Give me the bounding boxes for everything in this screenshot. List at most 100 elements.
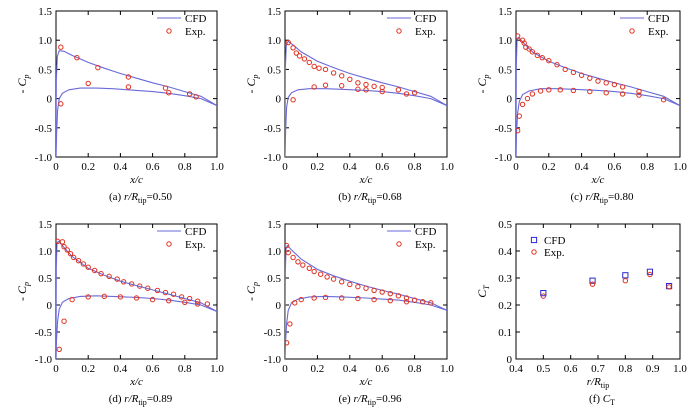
x-tick-label: 0.6 xyxy=(146,161,160,173)
y-tick-label: -0.5 xyxy=(264,327,282,339)
x-tick-label: 0 xyxy=(282,161,288,173)
exp-data-point xyxy=(603,90,609,96)
exp-data-point xyxy=(149,296,156,303)
x-tick-label: 0.6 xyxy=(564,363,578,375)
x-axis-label: x/c xyxy=(129,376,143,388)
y-tick-label: 0 xyxy=(507,94,513,106)
exp-data-point xyxy=(85,80,91,87)
y-tick-label: 1.0 xyxy=(38,35,52,47)
exp-data-point xyxy=(619,84,626,90)
plot-area xyxy=(516,33,680,157)
exp-data-point xyxy=(306,265,312,271)
legend-label-cfd: CFD xyxy=(544,235,565,247)
exp-data-point xyxy=(95,64,101,71)
y-axis-label-main: - C xyxy=(15,78,29,94)
y-tick-label: 1.5 xyxy=(498,6,512,18)
legend-label-exp: Exp. xyxy=(544,247,565,259)
x-axis-label-main: x/c xyxy=(129,174,143,186)
exp-data-point xyxy=(293,50,300,56)
exp-data-point xyxy=(290,97,296,103)
exp-data-point xyxy=(204,301,211,307)
exp-data-point xyxy=(666,284,672,290)
y-axis-label-main: - C xyxy=(244,78,258,94)
x-axis-label: x/c xyxy=(591,174,605,186)
exp-data-point xyxy=(339,295,345,301)
y-tick-label: 0.1 xyxy=(498,327,512,339)
x-tick-label: 0 xyxy=(53,363,59,375)
y-tick-label: 0 xyxy=(507,354,513,366)
exp-data-point xyxy=(162,289,169,296)
x-tick-label: 1.0 xyxy=(440,161,454,173)
exp-data-point xyxy=(285,249,291,256)
caption-prefix: (a) xyxy=(109,191,124,203)
x-tick-label: 0.8 xyxy=(408,161,422,173)
x-tick-label: 0.2 xyxy=(81,161,95,173)
caption-variable: r/R xyxy=(585,191,599,203)
x-tick-label: 0.9 xyxy=(646,363,660,375)
exp-data-point xyxy=(311,295,317,301)
x-tick-label: 1.0 xyxy=(673,161,687,173)
caption-subscript: T xyxy=(610,398,615,407)
exp-data-point xyxy=(91,267,98,274)
exp-data-point xyxy=(292,300,298,306)
y-axis-label-sub: p xyxy=(482,75,491,80)
exp-data-point xyxy=(298,296,304,303)
x-tick-label: 0.8 xyxy=(640,161,654,173)
exp-data-point xyxy=(529,91,536,97)
y-tick-label: -0.5 xyxy=(495,123,513,135)
exp-data-point xyxy=(56,346,62,352)
exp-data-point xyxy=(194,301,201,307)
legend-exp-marker xyxy=(166,28,172,34)
y-tick-label: 0 xyxy=(276,94,282,106)
legend-cfd-marker xyxy=(530,236,538,244)
exp-data-point xyxy=(587,88,593,95)
exp-data-point xyxy=(285,340,290,346)
x-axis-label: x/c xyxy=(129,174,143,186)
exp-data-point xyxy=(125,74,132,80)
legend-label-cfd: CFD xyxy=(648,13,669,25)
exp-data-point xyxy=(154,287,161,294)
exp-data-point xyxy=(554,62,560,68)
y-axis-label-sub: p xyxy=(251,75,260,80)
exp-data-point xyxy=(61,243,67,250)
exp-data-point xyxy=(133,295,140,301)
exp-data-point xyxy=(322,294,329,301)
exp-data-point xyxy=(403,295,410,301)
caption-variable: r/R xyxy=(124,393,138,405)
exp-data-point xyxy=(570,69,577,76)
exp-data-point xyxy=(622,278,629,284)
exp-data-point xyxy=(71,254,77,261)
y-tick-label: 0.5 xyxy=(498,64,512,76)
exp-data-point xyxy=(587,75,593,81)
x-tick-label: 1.0 xyxy=(673,363,687,375)
y-tick-label: 1.5 xyxy=(267,219,281,231)
exp-data-point xyxy=(295,259,301,265)
legend-label-exp: Exp. xyxy=(648,26,669,38)
plot-area xyxy=(56,238,217,359)
exp-data-point xyxy=(114,276,120,282)
y-axis-label-main: - C xyxy=(15,285,29,301)
exp-data-point xyxy=(145,285,151,291)
exp-data-point xyxy=(619,91,626,97)
subplot-e: 0 0.2 0.4 0.6 0.8 1.0 -1.0 -0.5 0 0.5 1.0 1.5 x/c - C… xyxy=(244,219,454,407)
exp-data-point xyxy=(355,80,361,86)
y-tick-label: 1.0 xyxy=(498,35,512,47)
exp-data-point xyxy=(578,72,585,78)
exp-data-point xyxy=(611,81,618,88)
exp-data-point xyxy=(316,65,322,71)
y-tick-label: 0 xyxy=(276,300,282,312)
exp-data-point xyxy=(287,321,293,327)
x-tick-label: 0.8 xyxy=(408,363,422,375)
y-axis-label-main: - C xyxy=(475,78,489,94)
x-tick-label: 0 xyxy=(282,363,288,375)
plot-area xyxy=(56,44,217,157)
exp-data-point xyxy=(411,90,418,96)
plot-area xyxy=(540,268,673,299)
subplot-caption: (d) r/Rtip=0.89 xyxy=(109,393,173,407)
x-tick-label: 0.4 xyxy=(509,363,523,375)
exp-data-point xyxy=(355,283,361,290)
legend-exp-marker xyxy=(629,28,635,34)
exp-data-point xyxy=(636,88,642,95)
